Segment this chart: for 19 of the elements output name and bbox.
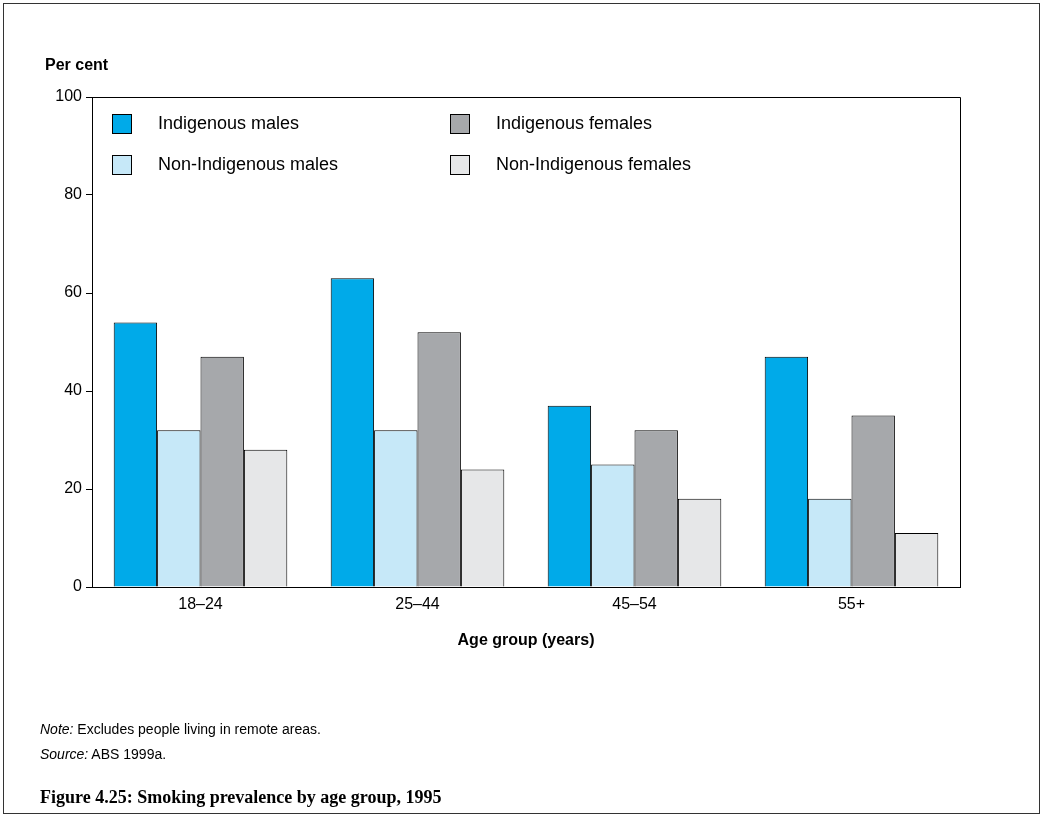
source-note: Source: ABS 1999a. <box>40 745 168 764</box>
y-tick-label: 60 <box>64 283 83 301</box>
x-tick-label: 18–24 <box>178 595 223 613</box>
y-tick-label: 80 <box>64 185 83 203</box>
x-axis-title: Age group (years) <box>457 630 595 648</box>
text: Note: Excludes people living in remote areas. <box>40 720 321 739</box>
legend-label: Indigenous males <box>158 113 300 134</box>
y-tick-label: 40 <box>64 381 83 399</box>
y-tick-label: 20 <box>64 479 83 497</box>
y-axis-title: Per cent <box>45 56 109 74</box>
x-tick-label: 55+ <box>837 595 866 613</box>
legend-label: Non-Indigenous males <box>158 154 339 175</box>
y-tick-label: 100 <box>55 87 83 105</box>
legend-label: Indigenous females <box>496 113 653 134</box>
legend-label: Non-Indigenous females <box>496 154 692 175</box>
y-tick-label: 0 <box>73 577 83 595</box>
text: Figure 4.25: Smoking prevalence by age group, 1995 <box>40 787 442 808</box>
x-tick-label: 25–44 <box>395 595 440 613</box>
x-tick-label: 45–54 <box>612 595 657 613</box>
